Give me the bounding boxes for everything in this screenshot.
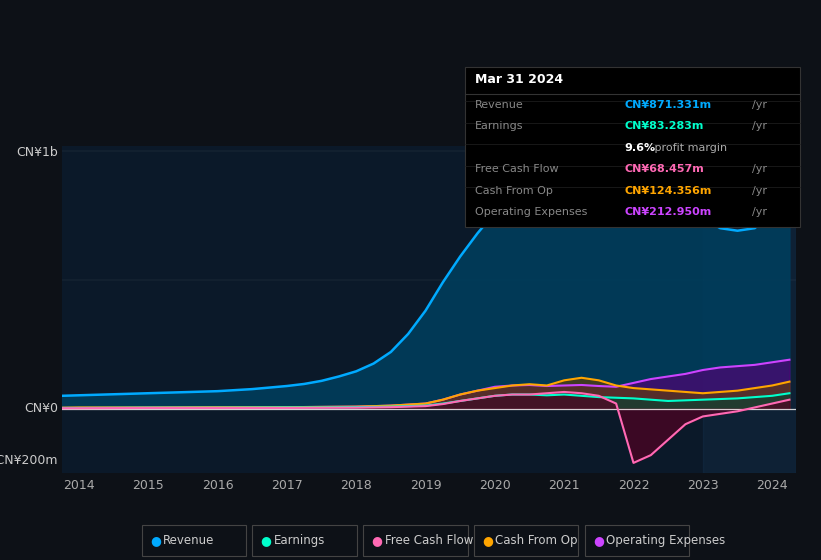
Text: Earnings: Earnings <box>274 534 325 547</box>
Text: CN¥68.457m: CN¥68.457m <box>625 164 704 174</box>
Text: CN¥1b: CN¥1b <box>16 146 58 158</box>
Text: CN¥871.331m: CN¥871.331m <box>625 100 712 110</box>
Text: -CN¥200m: -CN¥200m <box>0 454 58 467</box>
Text: Cash From Op: Cash From Op <box>496 534 578 547</box>
Text: ●: ● <box>594 534 604 547</box>
Text: Free Cash Flow: Free Cash Flow <box>385 534 473 547</box>
Text: Free Cash Flow: Free Cash Flow <box>475 164 558 174</box>
Text: Operating Expenses: Operating Expenses <box>606 534 726 547</box>
Text: Operating Expenses: Operating Expenses <box>475 207 587 217</box>
Text: /yr: /yr <box>752 164 767 174</box>
Text: Mar 31 2024: Mar 31 2024 <box>475 73 562 86</box>
Text: Revenue: Revenue <box>163 534 214 547</box>
Text: Earnings: Earnings <box>475 121 523 131</box>
Text: ●: ● <box>261 534 272 547</box>
Text: /yr: /yr <box>752 100 767 110</box>
Text: /yr: /yr <box>752 207 767 217</box>
Bar <box>703 146 796 473</box>
Text: Cash From Op: Cash From Op <box>475 185 553 195</box>
Text: CN¥0: CN¥0 <box>24 402 58 415</box>
Text: ●: ● <box>483 534 493 547</box>
Text: ●: ● <box>149 534 161 547</box>
Text: CN¥83.283m: CN¥83.283m <box>625 121 704 131</box>
Text: CN¥212.950m: CN¥212.950m <box>625 207 712 217</box>
Text: /yr: /yr <box>752 185 767 195</box>
Text: 9.6%: 9.6% <box>625 143 656 153</box>
Text: CN¥124.356m: CN¥124.356m <box>625 185 712 195</box>
Text: /yr: /yr <box>752 121 767 131</box>
Text: profit margin: profit margin <box>651 143 727 153</box>
Text: ●: ● <box>372 534 383 547</box>
Text: Revenue: Revenue <box>475 100 523 110</box>
